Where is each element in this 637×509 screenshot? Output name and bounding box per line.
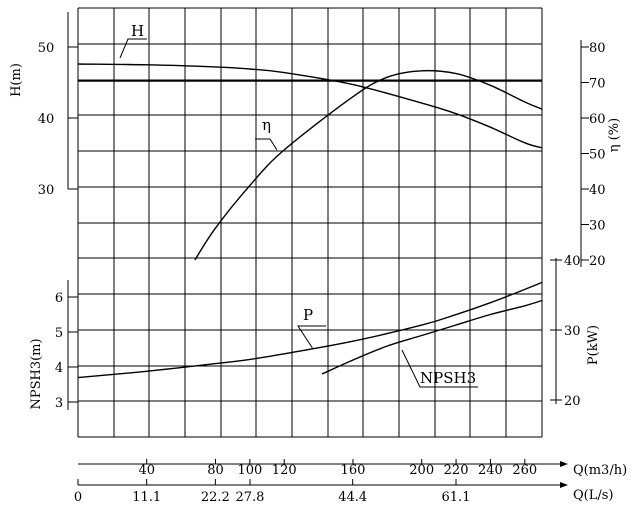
chart-labels: 30 40 50 H(m) 3 4 5 6 NPSH3(m) 20 30 40 50 60 70 80 η (%…: [9, 22, 627, 505]
npsh-tick-label: 4: [55, 361, 63, 376]
efficiency-curve: [194, 69, 543, 261]
flow-m3h-axis-title: Q(m3/h): [573, 463, 627, 478]
h-curve: [77, 63, 543, 149]
npsh-tick-label: 3: [55, 396, 63, 411]
head-tick-label: 40: [38, 112, 55, 127]
npsh3-callout-line: [401, 349, 478, 388]
efficiency-tick-label: 50: [589, 148, 606, 163]
npsh-axis-title: NPSH3(m): [29, 338, 44, 409]
h-curve-label: H: [131, 22, 144, 40]
efficiency-tick-label: 40: [589, 183, 606, 198]
flow-m3h-tick-label: 100: [237, 463, 262, 478]
flow-ls-axis-title: Q(L/s): [573, 488, 614, 503]
npsh3-curve-label: NPSH3: [420, 369, 476, 387]
flow-ls-tick-label: 22.2: [201, 490, 230, 505]
efficiency-tick-label: 60: [589, 112, 606, 127]
p-callout-line: [297, 325, 326, 350]
flow-m3h-axis-arrow: [560, 461, 568, 467]
power-tick-label: 30: [564, 324, 581, 339]
p-curve-label: P: [303, 306, 313, 324]
flow-ls-tick-label: 0: [74, 490, 82, 505]
flow-m3h-tick-label: 200: [409, 463, 434, 478]
h-callout-line: [119, 38, 147, 59]
flow-m3h-tick-label: 260: [512, 463, 537, 478]
power-axis-title: P(kW): [586, 325, 601, 365]
head-tick-label: 50: [38, 41, 55, 56]
flow-m3h-tick-label: 160: [341, 463, 366, 478]
flow-ls-tick-label: 61.1: [442, 490, 471, 505]
head-tick-label: 30: [38, 183, 55, 198]
npsh3-curve: [321, 299, 543, 375]
flow-m3h-tick-label: 80: [207, 463, 224, 478]
efficiency-tick-label: 70: [589, 77, 606, 92]
head-axis-title: H(m): [9, 63, 24, 97]
power-tick-label: 40: [564, 254, 581, 269]
flow-ls-axis-arrow: [560, 482, 568, 488]
efficiency-tick-label: 80: [589, 41, 606, 56]
flow-m3h-tick-label: 120: [272, 463, 297, 478]
flow-ls-tick-label: 27.8: [236, 490, 265, 505]
efficiency-curve-label: η: [262, 116, 271, 134]
flow-m3h-tick-label: 40: [138, 463, 155, 478]
flow-ls-tick-label: 11.1: [132, 490, 161, 505]
npsh-tick-label: 5: [55, 326, 63, 341]
efficiency-tick-label: 20: [589, 254, 606, 269]
flow-m3h-tick-label: 240: [478, 463, 503, 478]
p-curve: [77, 281, 543, 379]
efficiency-callout-line: [255, 138, 278, 151]
npsh-tick-label: 6: [55, 291, 63, 306]
flow-m3h-tick-label: 220: [444, 463, 469, 478]
chart-grid: [67, 7, 589, 488]
efficiency-tick-label: 30: [589, 219, 606, 234]
power-tick-label: 20: [564, 394, 581, 409]
chart-curves: [77, 63, 543, 379]
flow-ls-tick-label: 44.4: [338, 490, 367, 505]
efficiency-axis-title: η (%): [607, 118, 622, 152]
